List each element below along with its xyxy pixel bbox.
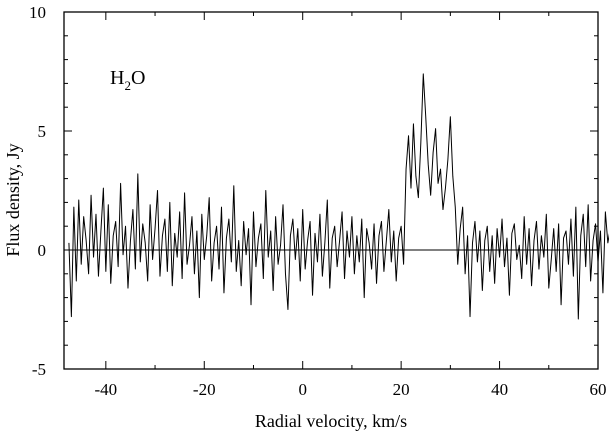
x-axis-label: Radial velocity, km/s — [255, 411, 407, 431]
tick-labels-layer: -40 -20 0 20 40 60 -5 0 5 10 — [29, 3, 607, 399]
species-annotation: H2O — [110, 67, 145, 93]
x-tick-label: 60 — [590, 380, 607, 399]
x-tick-label: 40 — [491, 380, 508, 399]
x-tick-label: 0 — [298, 380, 307, 399]
x-tick-label: -40 — [94, 380, 117, 399]
annotation-tail: O — [131, 67, 145, 89]
series-line-h2o-spectrum — [68, 73, 609, 320]
ticks-layer — [64, 11, 599, 370]
annotation-main: H — [110, 67, 124, 89]
y-tick-label: 0 — [38, 241, 47, 260]
y-tick-label: -5 — [32, 360, 46, 379]
y-axis-label: Flux density, Jy — [3, 143, 23, 256]
x-tick-label: -20 — [193, 380, 216, 399]
y-tick-label: 10 — [29, 3, 46, 22]
annotation-subscript: 2 — [124, 78, 131, 93]
plot-frame — [63, 11, 599, 370]
x-tick-label: 20 — [393, 380, 410, 399]
y-tick-label: 5 — [38, 122, 47, 141]
